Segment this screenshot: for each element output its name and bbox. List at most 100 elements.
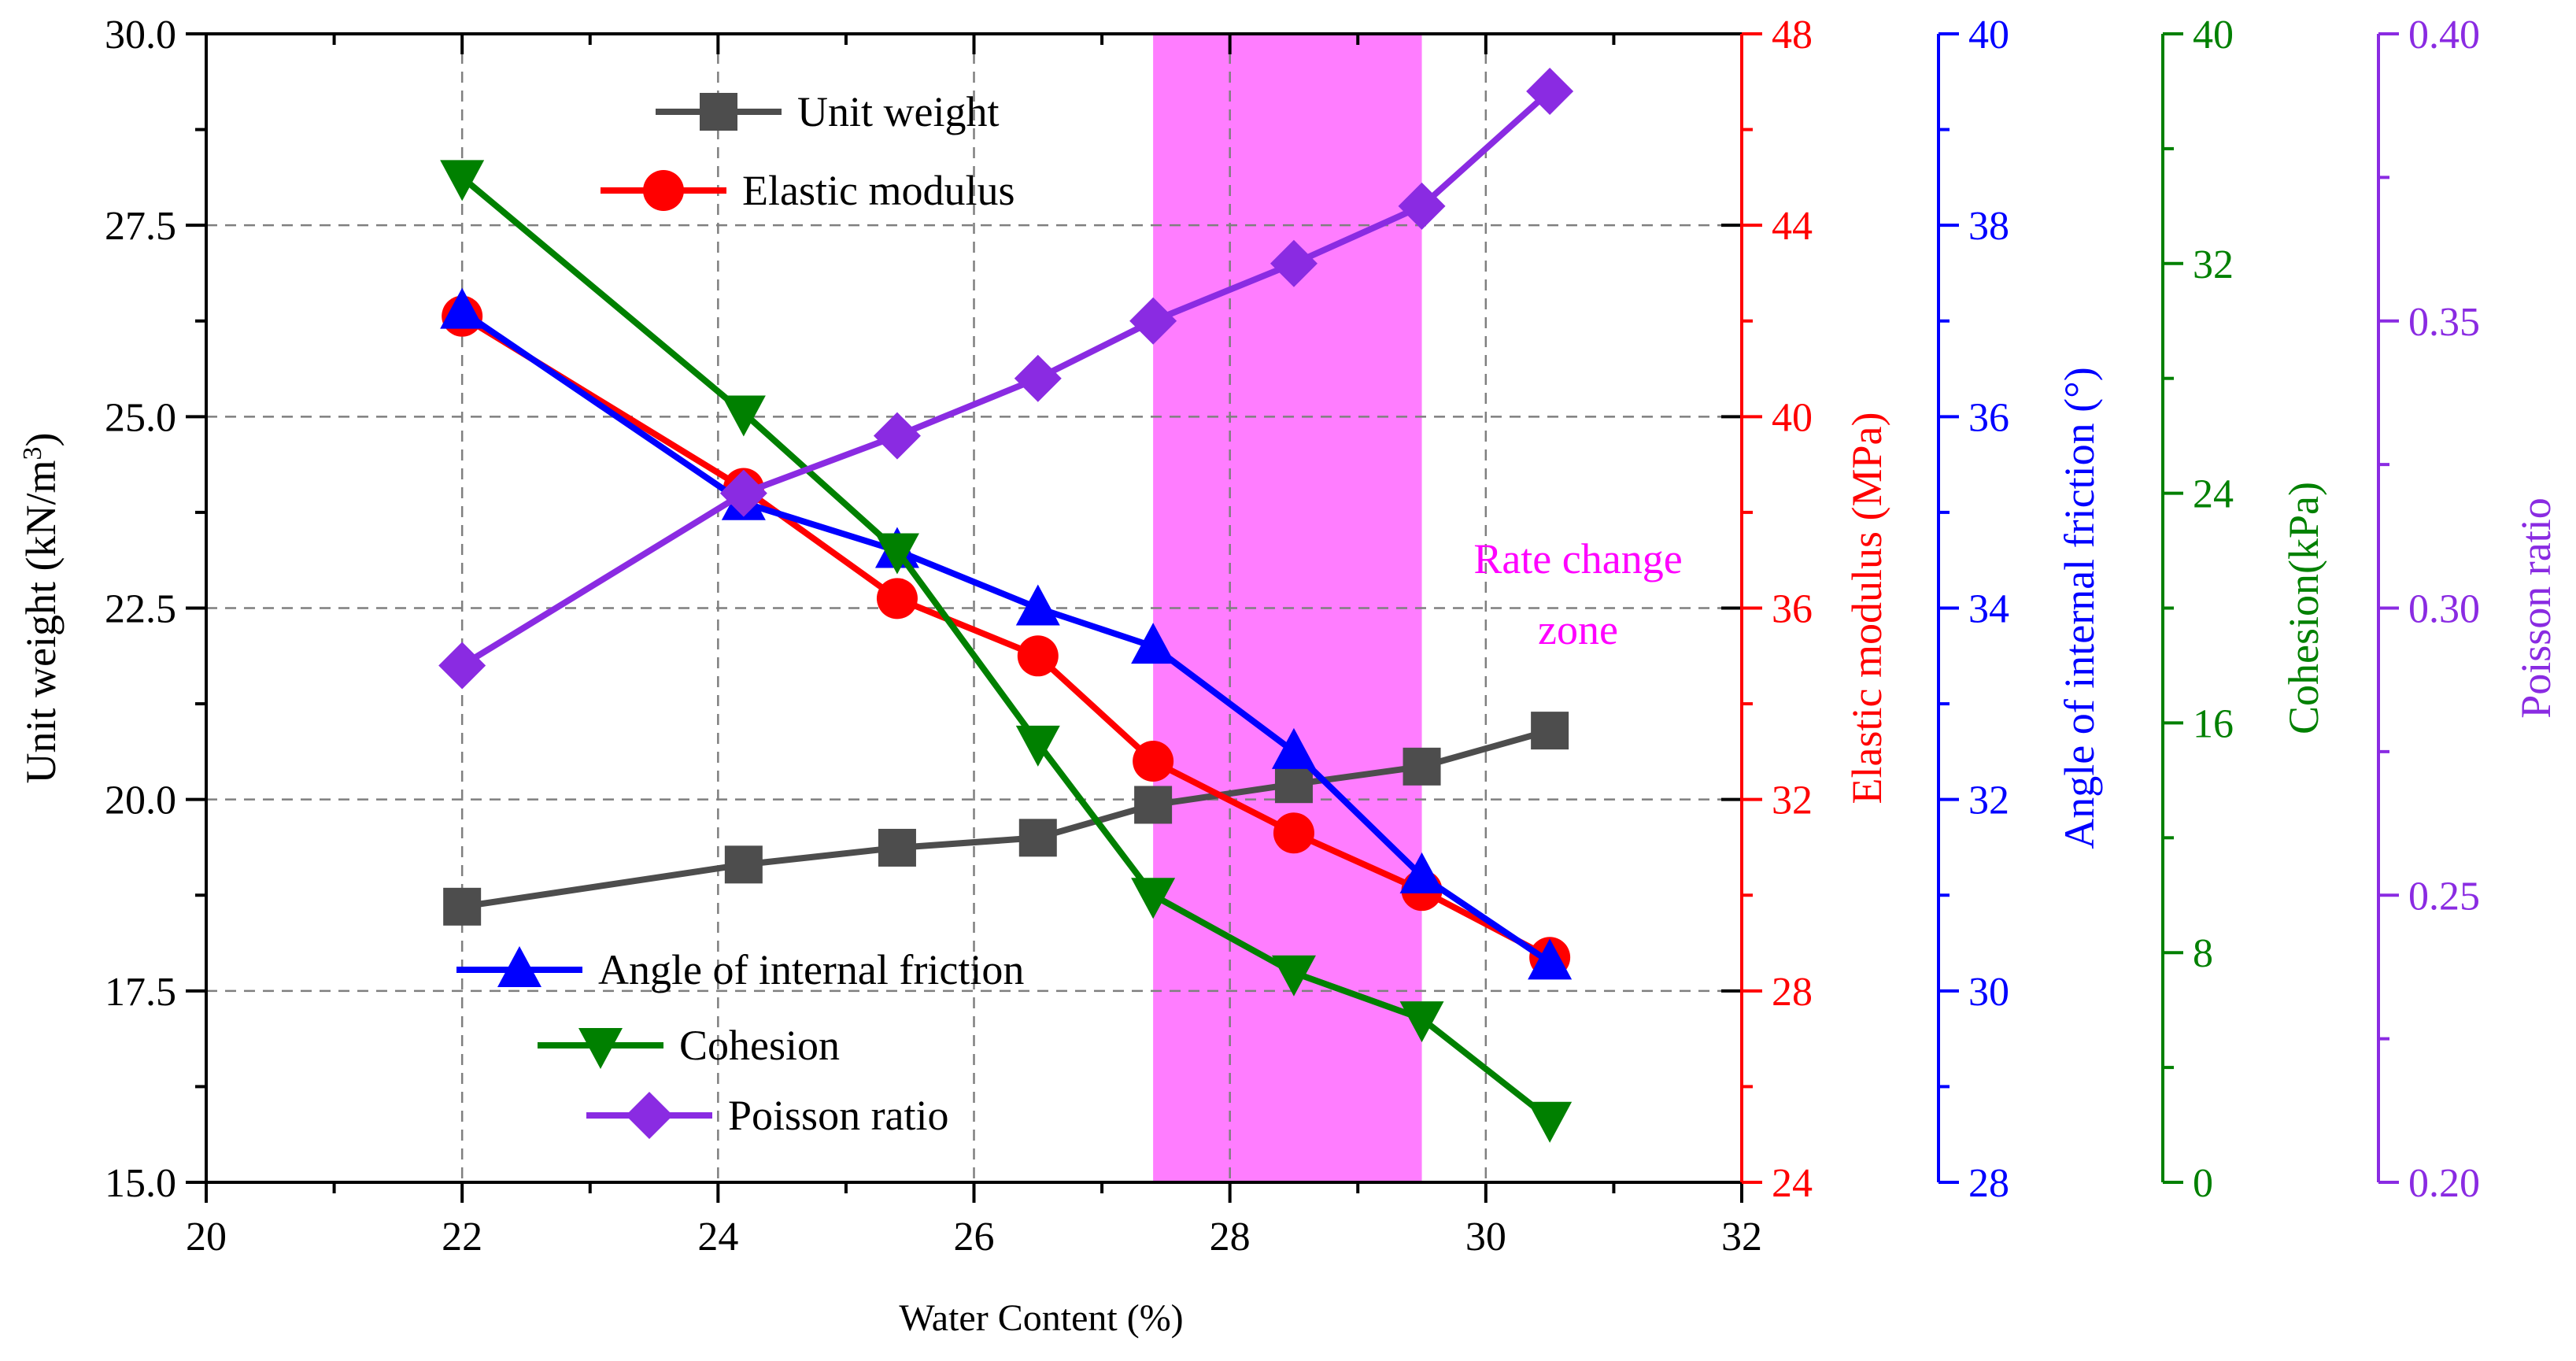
y-tick-label-cohesion: 32: [2193, 242, 2234, 287]
data-point-cohesion: [1015, 725, 1060, 767]
y-axis-title-sup: 3: [18, 447, 47, 460]
data-point-unit: [1403, 747, 1441, 786]
legend-marker-elastic: [643, 170, 684, 211]
zone-label-line-2: zone: [1538, 606, 1618, 653]
legend-layer: Unit weight Elastic modulus Angle of inter…: [456, 88, 1024, 1139]
data-point-friction: [1015, 584, 1060, 626]
y-tick-label-cohesion: 24: [2193, 472, 2234, 517]
data-point-elastic: [876, 578, 918, 619]
y-axis-title-main: Unit weight (kN/m: [17, 460, 65, 784]
legend-entry-unit: Unit weight: [656, 88, 999, 135]
x-tick-label: 24: [697, 1215, 738, 1259]
legend-label-friction: Angle of internal friction: [598, 946, 1024, 993]
y-tick-label-unit: 30.0: [105, 13, 176, 57]
y-tick-label-elastic: 44: [1772, 204, 1813, 249]
data-point-unit: [1274, 765, 1313, 804]
y-tick-label-unit: 15.0: [105, 1161, 176, 1206]
y-tick-label-friction: 30: [1968, 970, 2009, 1015]
data-point-poisson: [1526, 67, 1574, 115]
axes-layer: 20 22 24 26 28 30 3215.017.520.022.525.027.530…: [17, 13, 2559, 1259]
legend-label-unit: Unit weight: [797, 88, 999, 135]
x-tick-label: 26: [954, 1215, 995, 1259]
y-tick-label-friction: 40: [1968, 13, 2009, 57]
y-tick-label-unit: 20.0: [105, 779, 176, 823]
legend-marker-friction: [497, 946, 541, 987]
x-axis-title: Water Content (%): [899, 1297, 1183, 1339]
legend-entry-cohesion: Cohesion: [538, 1022, 840, 1069]
data-point-elastic: [1133, 741, 1174, 782]
y-axis-title-poisson: Poisson ratio: [2512, 497, 2559, 719]
y-tick-label-poisson: 0.40: [2408, 13, 2480, 57]
data-point-friction: [1131, 623, 1176, 664]
data-point-cohesion: [1399, 1001, 1444, 1043]
y-tick-label-cohesion: 40: [2193, 13, 2234, 57]
y-tick-label-unit: 22.5: [105, 587, 176, 632]
legend-label-cohesion: Cohesion: [679, 1022, 840, 1069]
series-line-cohesion: [460, 175, 1552, 1122]
legend-entry-poisson: Poisson ratio: [586, 1092, 949, 1139]
zone-label-line-1: Rate change: [1473, 535, 1682, 582]
y-tick-label-elastic: 36: [1772, 587, 1813, 632]
x-tick-label: 20: [186, 1215, 227, 1259]
data-point-unit: [443, 887, 482, 926]
data-point-cohesion: [1131, 878, 1176, 919]
legend-entry-elastic: Elastic modulus: [601, 167, 1015, 214]
legend-label-poisson: Poisson ratio: [728, 1092, 949, 1139]
series-cohesion: [440, 160, 1573, 1143]
data-point-unit: [1134, 786, 1173, 824]
legend-marker-poisson: [626, 1092, 673, 1139]
data-point-unit: [1018, 819, 1057, 857]
y-tick-label-friction: 32: [1968, 779, 2009, 823]
data-point-friction: [1528, 938, 1573, 980]
series-line-poisson: [460, 88, 1552, 668]
y-tick-label-cohesion: 16: [2193, 701, 2234, 746]
data-point-unit: [1531, 712, 1569, 750]
data-point-unit: [724, 845, 763, 884]
data-point-cohesion: [1271, 955, 1316, 997]
y-tick-label-poisson: 0.25: [2408, 874, 2480, 919]
legend-marker-cohesion: [578, 1028, 623, 1069]
y-axis-title-friction: Angle of internal friction (°): [2056, 367, 2103, 849]
series-poisson: [438, 67, 1574, 690]
data-point-friction: [1399, 852, 1444, 893]
data-point-poisson: [438, 642, 486, 690]
data-point-unit: [878, 828, 916, 867]
y-tick-label-elastic: 24: [1772, 1161, 1813, 1206]
series-line-friction: [460, 309, 1552, 965]
y-axis-title-elastic: Elastic modulus (MPa): [1843, 412, 1890, 804]
y-tick-label-unit: 17.5: [105, 970, 176, 1015]
legend-label-elastic: Elastic modulus: [742, 167, 1015, 214]
y-tick-label-friction: 38: [1968, 204, 2009, 249]
y-tick-label-friction: 36: [1968, 395, 2009, 440]
data-point-poisson: [1129, 297, 1177, 345]
data-point-cohesion: [721, 395, 766, 437]
x-tick-label: 28: [1210, 1215, 1251, 1259]
y-tick-label-poisson: 0.30: [2408, 587, 2480, 632]
data-point-friction: [1271, 727, 1316, 769]
y-tick-label-elastic: 32: [1772, 779, 1813, 823]
data-point-cohesion: [440, 160, 485, 202]
y-axis-title-close: ): [17, 433, 65, 447]
y-tick-label-elastic: 40: [1772, 395, 1813, 440]
series-layer: [438, 67, 1574, 1143]
y-tick-label-unit: 25.0: [105, 395, 176, 440]
x-tick-label: 30: [1465, 1215, 1506, 1259]
data-point-poisson: [873, 412, 921, 460]
data-point-poisson: [1014, 354, 1062, 402]
data-point-poisson: [1270, 239, 1318, 287]
y-tick-label-elastic: 48: [1772, 13, 1813, 57]
y-axis-title-unit: Unit weight (kN/m3): [17, 433, 65, 784]
data-point-friction: [440, 287, 485, 329]
y-tick-label-unit: 27.5: [105, 204, 176, 249]
legend-marker-unit: [700, 93, 737, 131]
data-point-cohesion: [1528, 1101, 1573, 1143]
x-tick-label: 32: [1721, 1215, 1762, 1259]
x-tick-label: 22: [442, 1215, 482, 1259]
data-point-poisson: [1398, 182, 1446, 230]
y-tick-label-friction: 28: [1968, 1161, 2009, 1206]
y-tick-label-poisson: 0.20: [2408, 1161, 2480, 1206]
data-point-poisson: [719, 469, 767, 517]
data-point-elastic: [1273, 812, 1314, 854]
